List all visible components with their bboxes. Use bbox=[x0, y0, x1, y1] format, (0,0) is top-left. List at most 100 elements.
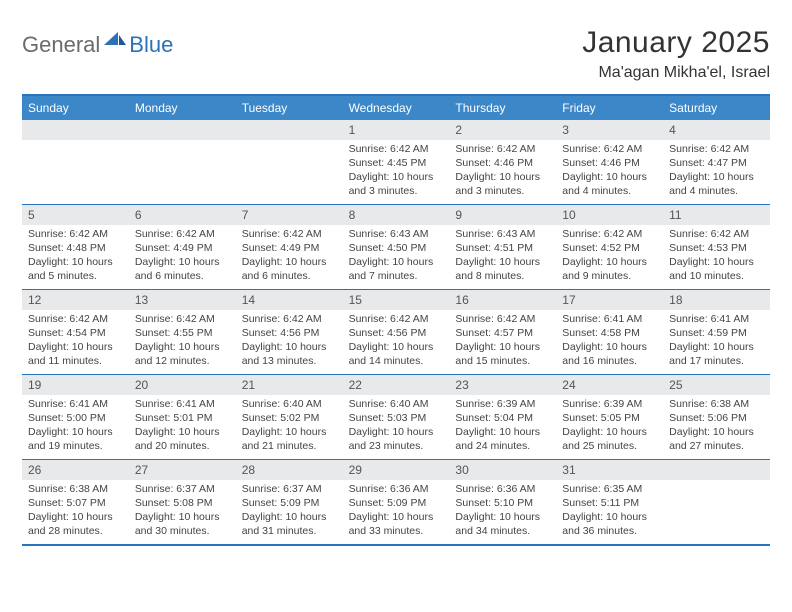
day-details: Sunrise: 6:37 AMSunset: 5:08 PMDaylight:… bbox=[129, 480, 236, 542]
calendar-cell: 7Sunrise: 6:42 AMSunset: 4:49 PMDaylight… bbox=[236, 205, 343, 289]
location: Ma'agan Mikha'el, Israel bbox=[582, 64, 770, 82]
logo-text-blue: Blue bbox=[129, 32, 173, 58]
day-details: Sunrise: 6:42 AMSunset: 4:55 PMDaylight:… bbox=[129, 310, 236, 372]
calendar-cell: . bbox=[22, 120, 129, 204]
day-details: Sunrise: 6:43 AMSunset: 4:50 PMDaylight:… bbox=[343, 225, 450, 287]
day-details: Sunrise: 6:42 AMSunset: 4:53 PMDaylight:… bbox=[663, 225, 770, 287]
day-details: Sunrise: 6:40 AMSunset: 5:03 PMDaylight:… bbox=[343, 395, 450, 457]
calendar-week: 19Sunrise: 6:41 AMSunset: 5:00 PMDayligh… bbox=[22, 375, 770, 460]
calendar-cell: 10Sunrise: 6:42 AMSunset: 4:52 PMDayligh… bbox=[556, 205, 663, 289]
day-number: 8 bbox=[343, 205, 450, 225]
day-number: 5 bbox=[22, 205, 129, 225]
day-number: 10 bbox=[556, 205, 663, 225]
day-details bbox=[663, 480, 770, 487]
day-number: 28 bbox=[236, 460, 343, 480]
day-details: Sunrise: 6:41 AMSunset: 4:59 PMDaylight:… bbox=[663, 310, 770, 372]
day-details bbox=[129, 140, 236, 147]
day-number: 26 bbox=[22, 460, 129, 480]
day-details: Sunrise: 6:42 AMSunset: 4:46 PMDaylight:… bbox=[449, 140, 556, 202]
calendar-cell: 13Sunrise: 6:42 AMSunset: 4:55 PMDayligh… bbox=[129, 290, 236, 374]
day-details: Sunrise: 6:42 AMSunset: 4:45 PMDaylight:… bbox=[343, 140, 450, 202]
calendar-cell: 29Sunrise: 6:36 AMSunset: 5:09 PMDayligh… bbox=[343, 460, 450, 544]
calendar-week: 26Sunrise: 6:38 AMSunset: 5:07 PMDayligh… bbox=[22, 460, 770, 544]
day-number: 18 bbox=[663, 290, 770, 310]
day-header: Tuesday bbox=[236, 96, 343, 120]
calendar: SundayMondayTuesdayWednesdayThursdayFrid… bbox=[22, 94, 770, 546]
calendar-cell: . bbox=[129, 120, 236, 204]
day-details: Sunrise: 6:41 AMSunset: 5:01 PMDaylight:… bbox=[129, 395, 236, 457]
calendar-cell: 22Sunrise: 6:40 AMSunset: 5:03 PMDayligh… bbox=[343, 375, 450, 459]
day-number: 15 bbox=[343, 290, 450, 310]
calendar-cell: 25Sunrise: 6:38 AMSunset: 5:06 PMDayligh… bbox=[663, 375, 770, 459]
day-number: 20 bbox=[129, 375, 236, 395]
calendar-cell: 21Sunrise: 6:40 AMSunset: 5:02 PMDayligh… bbox=[236, 375, 343, 459]
calendar-cell: 9Sunrise: 6:43 AMSunset: 4:51 PMDaylight… bbox=[449, 205, 556, 289]
day-number: 22 bbox=[343, 375, 450, 395]
calendar-grid: ...1Sunrise: 6:42 AMSunset: 4:45 PMDayli… bbox=[22, 120, 770, 544]
day-number: . bbox=[129, 120, 236, 140]
logo-sail-icon bbox=[104, 32, 126, 48]
calendar-cell: 5Sunrise: 6:42 AMSunset: 4:48 PMDaylight… bbox=[22, 205, 129, 289]
day-number: 12 bbox=[22, 290, 129, 310]
calendar-week: 5Sunrise: 6:42 AMSunset: 4:48 PMDaylight… bbox=[22, 205, 770, 290]
calendar-cell: 6Sunrise: 6:42 AMSunset: 4:49 PMDaylight… bbox=[129, 205, 236, 289]
calendar-cell: 8Sunrise: 6:43 AMSunset: 4:50 PMDaylight… bbox=[343, 205, 450, 289]
day-details: Sunrise: 6:36 AMSunset: 5:09 PMDaylight:… bbox=[343, 480, 450, 542]
day-details: Sunrise: 6:38 AMSunset: 5:06 PMDaylight:… bbox=[663, 395, 770, 457]
day-details: Sunrise: 6:37 AMSunset: 5:09 PMDaylight:… bbox=[236, 480, 343, 542]
day-details: Sunrise: 6:42 AMSunset: 4:56 PMDaylight:… bbox=[236, 310, 343, 372]
day-number: 19 bbox=[22, 375, 129, 395]
day-details: Sunrise: 6:43 AMSunset: 4:51 PMDaylight:… bbox=[449, 225, 556, 287]
calendar-cell: . bbox=[663, 460, 770, 544]
day-details: Sunrise: 6:42 AMSunset: 4:49 PMDaylight:… bbox=[129, 225, 236, 287]
day-number: 31 bbox=[556, 460, 663, 480]
day-details: Sunrise: 6:41 AMSunset: 4:58 PMDaylight:… bbox=[556, 310, 663, 372]
day-header: Thursday bbox=[449, 96, 556, 120]
day-header: Sunday bbox=[22, 96, 129, 120]
day-number: 3 bbox=[556, 120, 663, 140]
logo-text-general: General bbox=[22, 32, 100, 58]
day-number: 21 bbox=[236, 375, 343, 395]
day-details: Sunrise: 6:42 AMSunset: 4:48 PMDaylight:… bbox=[22, 225, 129, 287]
day-number: 1 bbox=[343, 120, 450, 140]
day-number: 25 bbox=[663, 375, 770, 395]
calendar-cell: 1Sunrise: 6:42 AMSunset: 4:45 PMDaylight… bbox=[343, 120, 450, 204]
month-title: January 2025 bbox=[582, 26, 770, 60]
day-number: 29 bbox=[343, 460, 450, 480]
day-number: 11 bbox=[663, 205, 770, 225]
calendar-cell: 31Sunrise: 6:35 AMSunset: 5:11 PMDayligh… bbox=[556, 460, 663, 544]
calendar-cell: 15Sunrise: 6:42 AMSunset: 4:56 PMDayligh… bbox=[343, 290, 450, 374]
calendar-cell: 11Sunrise: 6:42 AMSunset: 4:53 PMDayligh… bbox=[663, 205, 770, 289]
day-number: . bbox=[663, 460, 770, 480]
day-details: Sunrise: 6:42 AMSunset: 4:57 PMDaylight:… bbox=[449, 310, 556, 372]
calendar-cell: 4Sunrise: 6:42 AMSunset: 4:47 PMDaylight… bbox=[663, 120, 770, 204]
day-details: Sunrise: 6:42 AMSunset: 4:56 PMDaylight:… bbox=[343, 310, 450, 372]
calendar-cell: 19Sunrise: 6:41 AMSunset: 5:00 PMDayligh… bbox=[22, 375, 129, 459]
calendar-cell: 30Sunrise: 6:36 AMSunset: 5:10 PMDayligh… bbox=[449, 460, 556, 544]
calendar-cell: 28Sunrise: 6:37 AMSunset: 5:09 PMDayligh… bbox=[236, 460, 343, 544]
day-number: 24 bbox=[556, 375, 663, 395]
logo: General Blue bbox=[22, 26, 173, 58]
day-number: . bbox=[236, 120, 343, 140]
day-number: 30 bbox=[449, 460, 556, 480]
day-header: Friday bbox=[556, 96, 663, 120]
day-number: 27 bbox=[129, 460, 236, 480]
calendar-cell: 3Sunrise: 6:42 AMSunset: 4:46 PMDaylight… bbox=[556, 120, 663, 204]
header: General Blue January 2025 Ma'agan Mikha'… bbox=[22, 26, 770, 82]
calendar-week: ...1Sunrise: 6:42 AMSunset: 4:45 PMDayli… bbox=[22, 120, 770, 205]
calendar-cell: 20Sunrise: 6:41 AMSunset: 5:01 PMDayligh… bbox=[129, 375, 236, 459]
day-number: 23 bbox=[449, 375, 556, 395]
calendar-cell: . bbox=[236, 120, 343, 204]
day-details: Sunrise: 6:39 AMSunset: 5:05 PMDaylight:… bbox=[556, 395, 663, 457]
day-details: Sunrise: 6:41 AMSunset: 5:00 PMDaylight:… bbox=[22, 395, 129, 457]
calendar-cell: 24Sunrise: 6:39 AMSunset: 5:05 PMDayligh… bbox=[556, 375, 663, 459]
day-details: Sunrise: 6:42 AMSunset: 4:46 PMDaylight:… bbox=[556, 140, 663, 202]
day-details: Sunrise: 6:42 AMSunset: 4:54 PMDaylight:… bbox=[22, 310, 129, 372]
day-details: Sunrise: 6:42 AMSunset: 4:47 PMDaylight:… bbox=[663, 140, 770, 202]
day-details bbox=[236, 140, 343, 147]
calendar-cell: 2Sunrise: 6:42 AMSunset: 4:46 PMDaylight… bbox=[449, 120, 556, 204]
day-number: 14 bbox=[236, 290, 343, 310]
day-number: 13 bbox=[129, 290, 236, 310]
calendar-cell: 18Sunrise: 6:41 AMSunset: 4:59 PMDayligh… bbox=[663, 290, 770, 374]
calendar-cell: 23Sunrise: 6:39 AMSunset: 5:04 PMDayligh… bbox=[449, 375, 556, 459]
